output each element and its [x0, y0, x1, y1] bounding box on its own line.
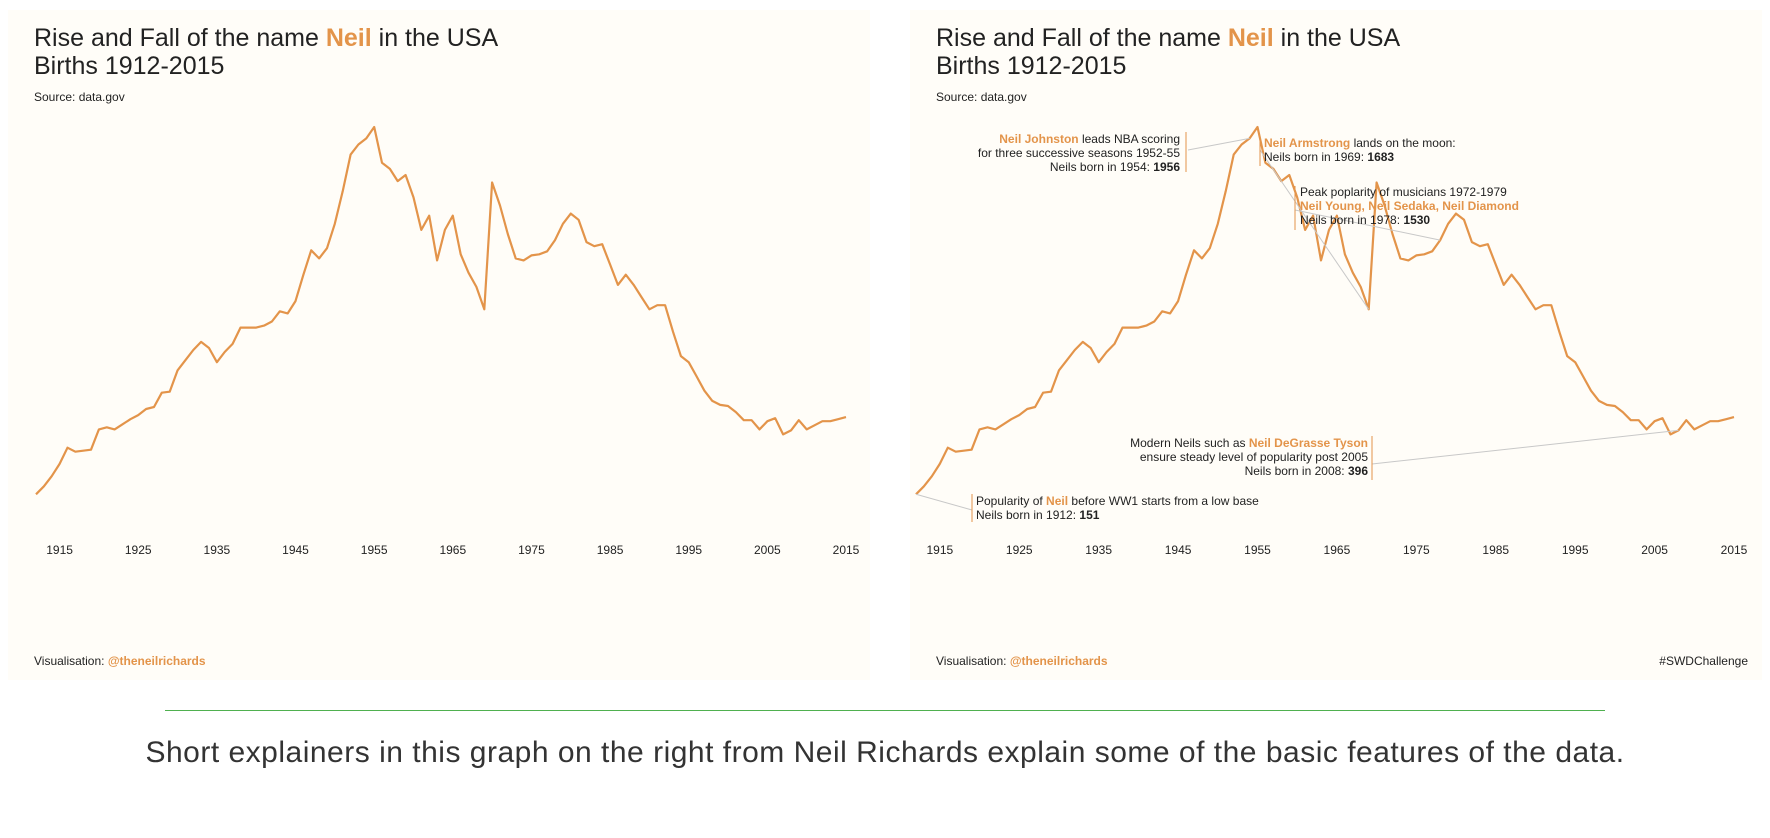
x-tick-label: 1945: [1165, 543, 1192, 557]
chart-panel-right: Rise and Fall of the name Neil in the US…: [910, 10, 1762, 680]
x-tick-label: 1955: [361, 543, 388, 557]
credit-handle: @theneilrichards: [1009, 654, 1108, 668]
annotation-name: Neil Armstrong: [1264, 136, 1351, 150]
x-tick-label: 2005: [754, 543, 781, 557]
annotation-neil-armstrong: Neil Armstrong lands on the moon: Neils …: [1264, 136, 1524, 164]
x-tick-label: 1935: [204, 543, 231, 557]
annotation-musicians: Peak poplarity of musicians 1972-1979 Ne…: [1300, 185, 1560, 227]
annotation-name: Neil: [1046, 494, 1069, 508]
line-chart-left: 1915 1925 1935 1945 1955 1965 1975 1985 1995 2005…: [35, 125, 860, 557]
annotation-before-ww1: Popularity of Neil before WW1 starts fro…: [976, 494, 1276, 522]
x-tick-label: 1965: [1324, 543, 1351, 557]
x-tick-label: 2015: [1721, 543, 1748, 557]
series-line: [35, 125, 847, 496]
divider-rule: [165, 710, 1605, 711]
annotation-text: Peak poplarity of musicians 1972-1979: [1300, 185, 1507, 199]
visualisation-credit: Visualisation: @theneilrichards: [34, 654, 206, 668]
annotation-degrasse-tyson: Modern Neils such as Neil DeGrasse Tyson…: [1114, 436, 1368, 478]
annotation-value: 396: [1347, 464, 1368, 478]
title-text: Rise and Fall of the name: [34, 24, 326, 52]
chart-subtitle: Births 1912-2015: [34, 52, 225, 80]
annotation-text: Neils born in 1978:: [1300, 213, 1404, 227]
x-tick-label: 1975: [1403, 543, 1430, 557]
annotation-text: Neils born in 1912:: [976, 508, 1080, 522]
title-highlight-name: Neil: [1227, 24, 1274, 52]
x-tick-label: 1985: [1482, 543, 1509, 557]
annotation-leader-line: [1259, 149, 1370, 310]
figure-caption: Short explainers in this graph on the ri…: [145, 736, 1625, 769]
source-note: Source: data.gov: [34, 90, 125, 104]
x-tick-label: 1935: [1085, 543, 1112, 557]
annotation-text: leads NBA scoring: [1078, 132, 1180, 146]
annotation-value: 151: [1079, 508, 1100, 522]
x-tick-label: 1915: [46, 543, 73, 557]
x-tick-label: 1955: [1244, 543, 1271, 557]
annotation-text: Popularity of: [976, 494, 1047, 508]
annotation-text: lands on the moon:: [1350, 136, 1456, 150]
annotation-value: 1530: [1403, 213, 1431, 227]
source-note: Source: data.gov: [936, 90, 1027, 104]
annotation-neil-johnston: Neil Johnston leads NBA scoring for thre…: [940, 132, 1180, 174]
x-tick-label: 1995: [675, 543, 702, 557]
chart-title: Rise and Fall of the name Neil in the US…: [936, 24, 1400, 80]
annotation-leader-line: [1294, 209, 1441, 241]
title-text-end: in the USA: [371, 24, 499, 52]
credit-label: Visualisation:: [936, 654, 1010, 668]
title-text: Rise and Fall of the name: [936, 24, 1228, 52]
x-tick-label: 2005: [1641, 543, 1668, 557]
annotation-text: Modern Neils such as: [1130, 436, 1249, 450]
credit-label: Visualisation:: [34, 654, 108, 668]
credit-handle: @theneilrichards: [107, 654, 206, 668]
chart-subtitle: Births 1912-2015: [936, 52, 1127, 80]
x-tick-label: 2015: [833, 543, 860, 557]
annotation-text: Neils born in 1954:: [1049, 160, 1154, 174]
x-tick-label: 1945: [282, 543, 309, 557]
chart-title: Rise and Fall of the name Neil in the US…: [34, 24, 498, 80]
annotation-name: Neil Johnston: [999, 132, 1079, 146]
annotation-text: ensure steady level of popularity post 2…: [1139, 450, 1368, 464]
line-chart-right: 1915 1925 1935 1945 1955 1965 1975 1985 1995 2005…: [915, 125, 1748, 557]
annotation-value: 1956: [1153, 160, 1180, 174]
annotation-leader-line: [1371, 429, 1679, 465]
x-tick-label: 1965: [439, 543, 466, 557]
annotation-text: Neils born in 2008:: [1244, 464, 1348, 478]
x-tick-label: 1995: [1562, 543, 1589, 557]
annotation-text: Neils born in 1969:: [1264, 150, 1368, 164]
annotation-leader-line: [915, 493, 973, 511]
annotation-name: Neil DeGrasse Tyson: [1248, 436, 1368, 450]
annotation-leader-line: [1187, 137, 1250, 151]
visualisation-credit: Visualisation: @theneilrichards: [936, 654, 1108, 668]
annotation-text: before WW1 starts from a low base: [1068, 494, 1259, 508]
chart-panel-left: Rise and Fall of the name Neil in the US…: [8, 10, 870, 680]
annotation-name: Neil Young, Neil Sedaka, Neil Diamond: [1300, 199, 1519, 213]
x-tick-label: 1925: [125, 543, 152, 557]
title-highlight-name: Neil: [325, 24, 372, 52]
annotation-text: for three successive seasons 1952-55: [977, 146, 1180, 160]
annotation-value: 1683: [1367, 150, 1395, 164]
x-tick-label: 1975: [518, 543, 545, 557]
x-tick-label: 1985: [597, 543, 624, 557]
x-tick-label: 1925: [1006, 543, 1033, 557]
hashtag: #SWDChallenge: [1659, 654, 1748, 668]
x-tick-label: 1915: [926, 543, 953, 557]
title-text-end: in the USA: [1273, 24, 1401, 52]
